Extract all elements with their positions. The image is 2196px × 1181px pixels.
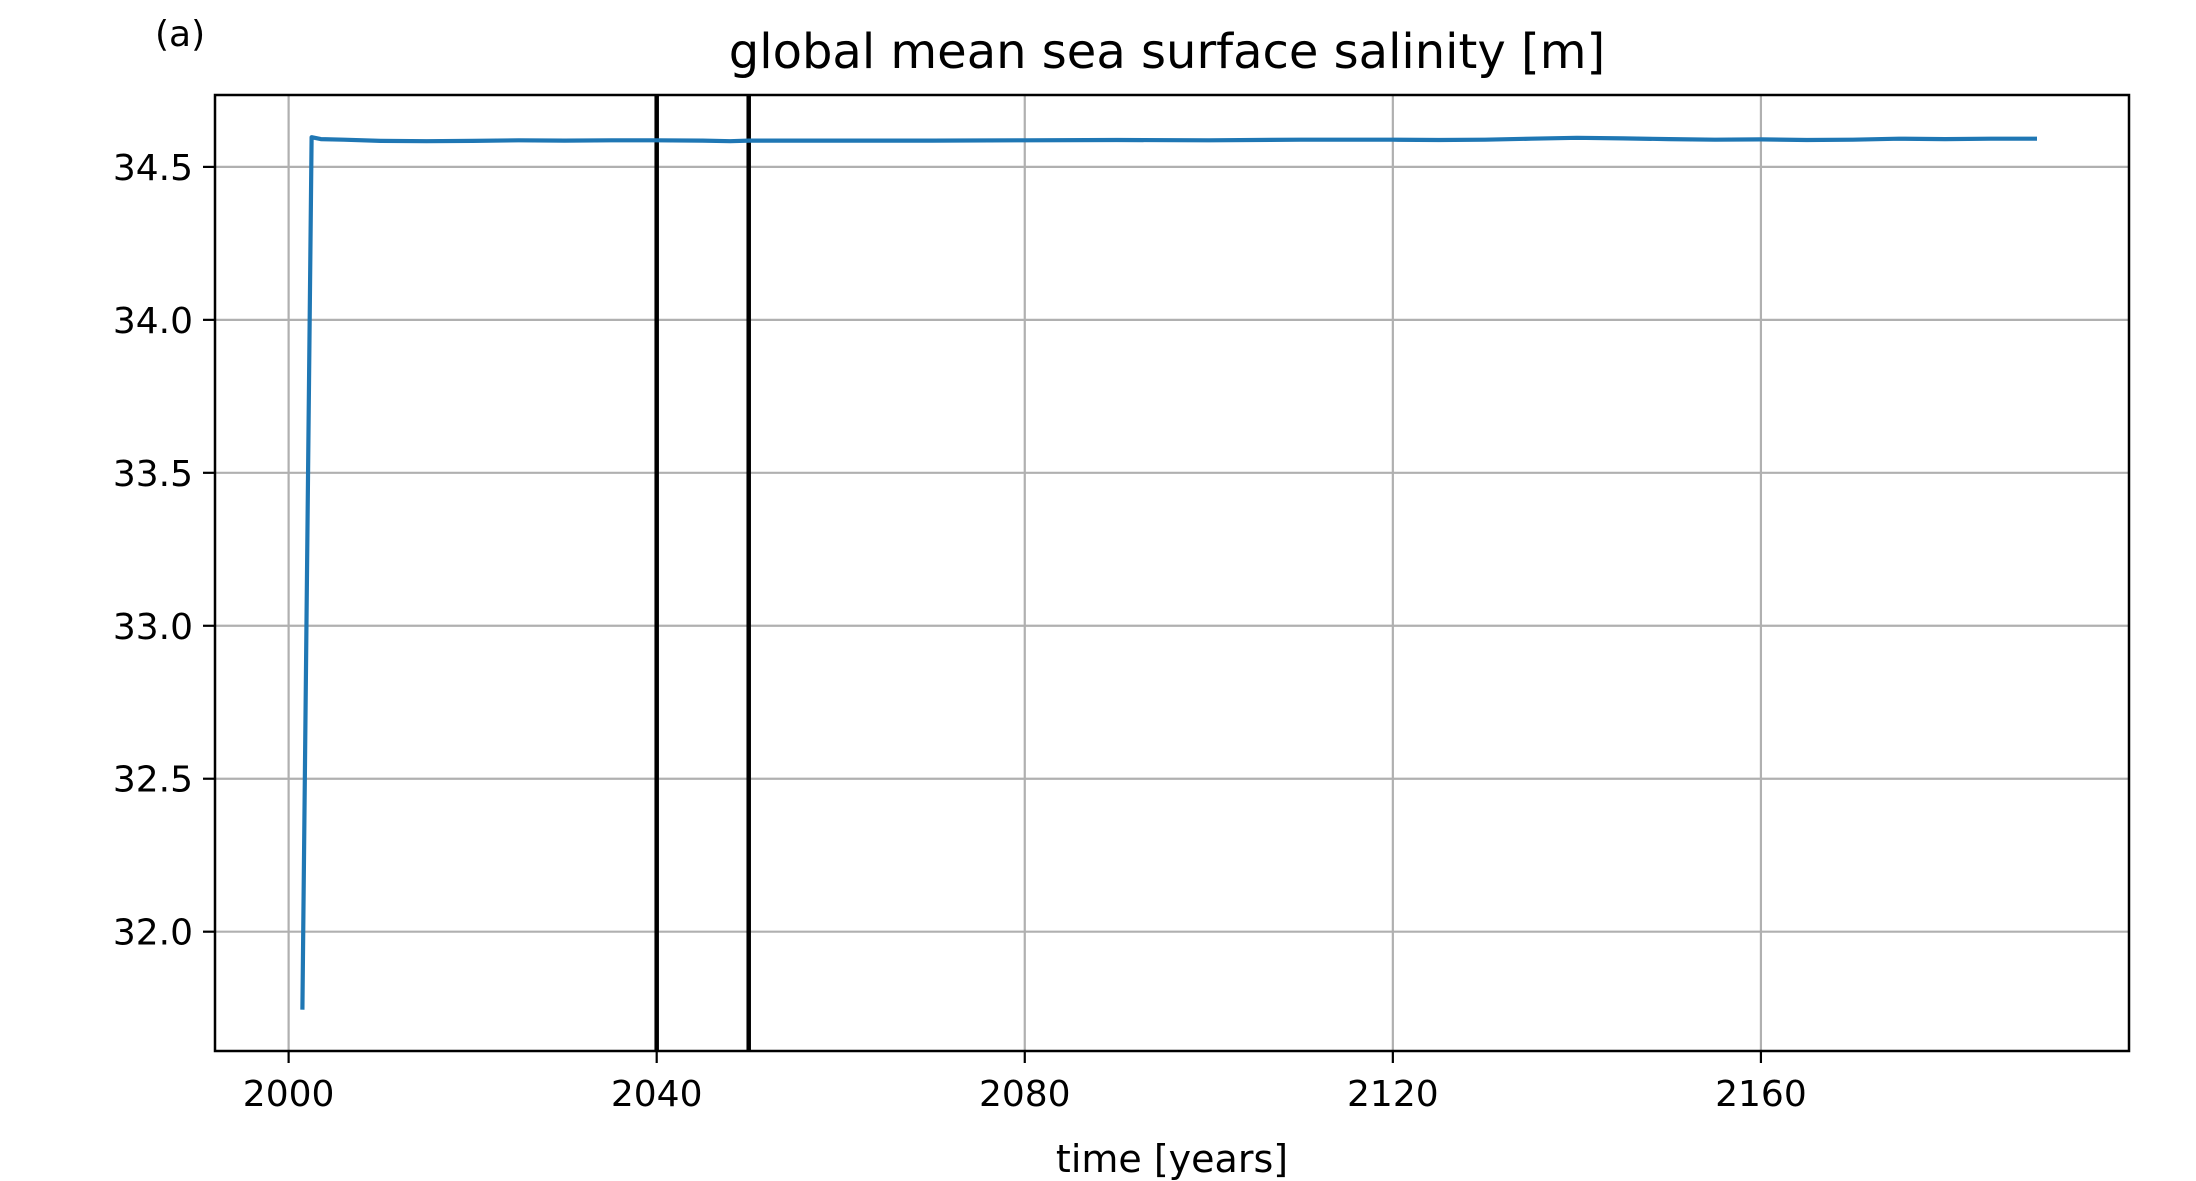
- y-tick-label: 32.0: [113, 913, 193, 954]
- y-tick-label: 32.5: [113, 760, 193, 801]
- grid-lines: [215, 95, 2129, 1051]
- x-axis-ticks: 2000 2040 2080 2120 2160: [243, 1051, 1807, 1115]
- series-lines: [300, 135, 2037, 1010]
- y-tick-label: 34.0: [113, 301, 193, 342]
- panel-label: (a): [155, 14, 205, 55]
- series-line: [300, 135, 2037, 1010]
- x-axis-label: time [years]: [1056, 1137, 1288, 1181]
- plot-area-frame: [213, 93, 2131, 1053]
- y-axis-ticks: 32.0 32.5 33.0 33.5 34.0 34.5: [113, 148, 215, 954]
- x-tick-label: 2000: [243, 1074, 335, 1115]
- x-tick-label: 2080: [979, 1074, 1071, 1115]
- y-tick-label: 33.0: [113, 607, 193, 648]
- x-tick-label: 2160: [1715, 1074, 1807, 1115]
- chart-title: global mean sea surface salinity [m]: [729, 24, 1605, 80]
- x-tick-label: 2120: [1347, 1074, 1439, 1115]
- y-tick-label: 34.5: [113, 148, 193, 189]
- vertical-markers: [654, 95, 751, 1051]
- x-tick-label: 2040: [611, 1074, 703, 1115]
- y-tick-label: 33.5: [113, 454, 193, 495]
